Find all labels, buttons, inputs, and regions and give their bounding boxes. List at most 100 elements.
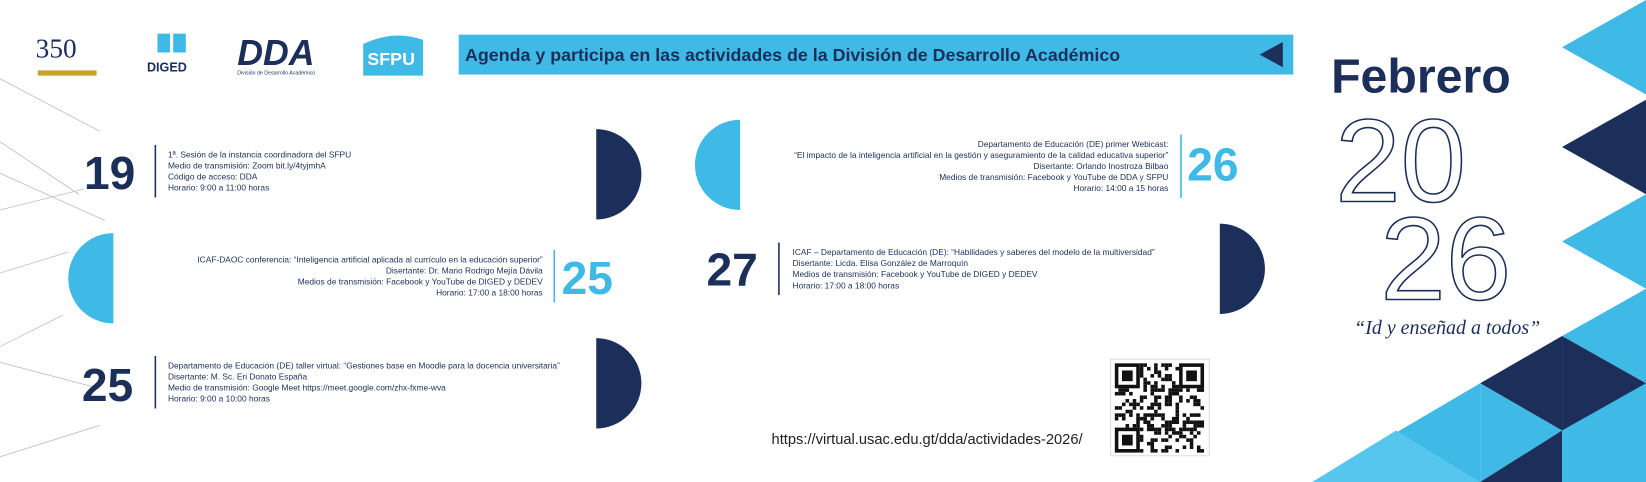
qr-cell [1161,413,1165,417]
banner-arrow [1259,42,1283,68]
qr-cell [1150,391,1155,396]
qr-cell [1175,388,1180,392]
qr-cell [1150,445,1155,450]
qr-cell [1193,420,1197,425]
qr-cell [1189,420,1194,425]
qr-cell [1146,427,1151,432]
qr-cell [1143,413,1147,417]
event-line: Medio de transmisión: Zoom bit.ly/4tyjmh… [168,161,326,171]
event-line: Horario: 14:00 a 15 horas [1073,183,1168,193]
qr-cell [1189,413,1194,417]
qr-cell [1121,388,1126,392]
event-line: Departamento de Educación (DE) taller vi… [168,361,560,371]
qr-cell [1164,399,1169,403]
qr-cell [1143,416,1147,421]
qr-cell [1164,377,1169,382]
qr-cell [1168,402,1172,407]
qr-cell [1200,424,1205,428]
qr-cell [1186,427,1190,432]
qr-cell [1168,391,1172,396]
qr-cell [1161,416,1165,421]
qr-cell [1154,395,1158,400]
qr-cell [1150,427,1155,432]
qr-cell [1171,420,1176,425]
qr-cell [1189,395,1194,400]
qr-cell [1139,395,1144,400]
qr-cell [1161,384,1165,389]
qr-cell [1164,363,1169,367]
qr-finder-core [1186,370,1197,382]
qr-cell [1193,395,1197,400]
qr-cell [1186,438,1190,442]
qr-cell [1196,449,1201,453]
qr-cell [1118,391,1122,396]
qr-cell [1186,416,1190,421]
qr-cell [1161,388,1165,392]
qr-cell [1161,377,1165,382]
qr-finder-core [1121,370,1133,382]
half-circle [596,129,642,220]
half-circle [1219,223,1265,314]
qr-cell [1154,449,1158,453]
qr-cell [1114,416,1119,421]
qr-cell [1179,395,1183,400]
qr-cell [1193,402,1197,407]
qr-cell [1168,395,1172,400]
qr-cell [1150,406,1155,410]
qr-cell [1175,438,1180,442]
qr-cell [1150,449,1155,453]
qr-cell [1164,366,1169,371]
qr-cell [1161,449,1165,453]
qr-cell [1196,431,1201,435]
qr-cell [1143,388,1147,392]
event-line: Medios de transmisión: Facebook y YouTub… [793,269,1038,279]
qr-finder [1114,427,1140,453]
qr-cell [1139,370,1144,375]
qr-cell [1193,434,1197,439]
qr-cell [1132,406,1137,410]
logo-dda: DDA [237,33,314,73]
qr-cell [1189,427,1194,432]
event-line: Horario: 9:00 a 11:00 horas [168,183,269,193]
qr-cell [1171,416,1176,421]
event-line: Disertante: Orlando Inostroza Bilbao [1033,161,1168,171]
qr-cell [1154,413,1158,417]
qr-cell [1189,438,1194,442]
qr-cell [1164,427,1169,432]
qr-cell [1121,402,1126,407]
event-day: 26 [1187,139,1238,191]
qr-cell [1157,388,1162,392]
qr-cell [1179,431,1183,435]
event-line: Horario: 17:00 a 18:00 horas [436,288,543,298]
qr-cell [1154,399,1158,403]
qr-cell [1164,374,1169,378]
qr-cell [1175,406,1180,410]
qr-cell [1154,381,1158,385]
year-bottom: 26 [1380,193,1511,324]
qr-cell [1154,366,1158,371]
qr-cell [1125,399,1130,403]
qr-cell [1193,399,1197,403]
qr-cell [1175,391,1180,396]
qr-cell [1196,420,1201,425]
motto: “Id y enseñad a todos” [1354,317,1540,339]
decor-lines [0,78,106,458]
qr-cell [1189,445,1194,450]
qr-cell [1157,374,1162,378]
qr-cell [1139,438,1144,442]
qr-cell [1182,420,1187,425]
qr-cell [1200,420,1205,425]
qr-finder [1179,363,1205,389]
qr-cell [1171,381,1176,385]
qr-cell [1136,402,1140,407]
qr-cell [1139,434,1144,439]
qr-cell [1175,413,1180,417]
right-triangles [1312,0,1646,482]
qr-cell [1171,391,1176,396]
qr-cell [1129,391,1133,396]
qr-cell [1139,399,1144,403]
qr-cell [1129,413,1133,417]
half-circle [694,119,741,211]
qr-cell [1200,449,1205,453]
qr-cell [1196,402,1201,407]
